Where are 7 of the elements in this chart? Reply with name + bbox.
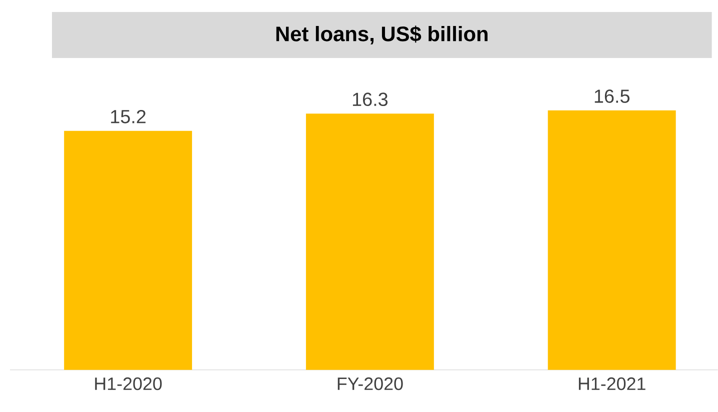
data-label: 15.2 <box>111 110 146 124</box>
data-label: 16.5 <box>594 90 630 103</box>
data-label: 16.3 <box>352 92 388 106</box>
x-tick-label: H1-2020 <box>95 377 162 390</box>
chart-title: Net loans, US$ billion <box>276 26 488 44</box>
x-tick-label: FY-2020 <box>338 377 403 390</box>
x-tick-label: H1-2021 <box>578 377 646 390</box>
